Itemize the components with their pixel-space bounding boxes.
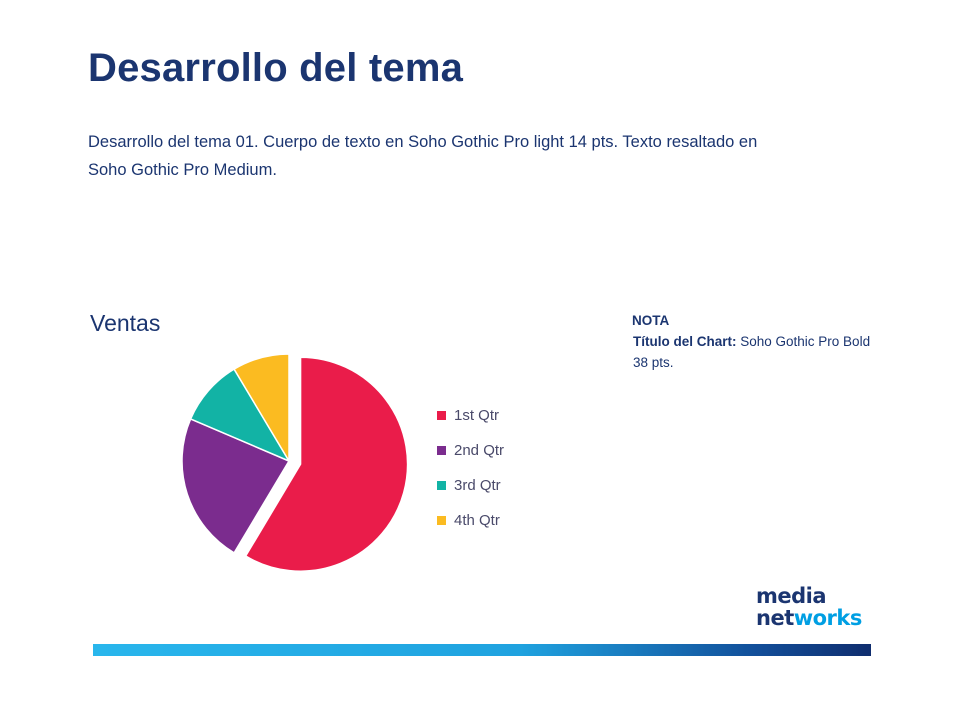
legend-swatch-2nd-qtr: [437, 446, 446, 455]
logo-line-networks: networks: [756, 607, 862, 629]
legend-swatch-1st-qtr: [437, 411, 446, 420]
pie-slice-1st-qtr: [244, 356, 409, 572]
slide-title: Desarrollo del tema: [88, 46, 464, 90]
body-text-line-1: Desarrollo del tema 01. Cuerpo de texto …: [88, 133, 758, 151]
legend-item-2nd-qtr: 2nd Qtr: [437, 433, 504, 468]
legend-item-1st-qtr: 1st Qtr: [437, 398, 504, 433]
legend-label-2nd-qtr: 2nd Qtr: [454, 442, 505, 459]
legend-label-3rd-qtr: 3rd Qtr: [454, 477, 501, 494]
legend-label-1st-qtr: 1st Qtr: [454, 407, 500, 424]
note-heading: NOTA: [632, 313, 670, 328]
note-key: Título del Chart:: [633, 334, 737, 349]
logo-net: net: [756, 606, 794, 630]
legend-swatch-4th-qtr: [437, 516, 446, 525]
note-text: Soho Gothic Pro Bold 38 pts.: [633, 334, 871, 370]
media-networks-logo: media networks: [756, 585, 862, 629]
legend-swatch-3rd-qtr: [437, 481, 446, 490]
note-box: NOTA Título del Chart: Soho Gothic Pro B…: [632, 310, 873, 373]
legend-item-4th-qtr: 4th Qtr: [437, 503, 504, 538]
pie-slice-4th-qtr: [233, 353, 290, 464]
pie-slice-2nd-qtr: [181, 417, 291, 554]
legend-item-3rd-qtr: 3rd Qtr: [437, 468, 504, 503]
body-text-line-2: Soho Gothic Pro Medium.: [88, 161, 277, 179]
logo-line-media: media: [756, 584, 827, 608]
chart-legend: 1st Qtr 2nd Qtr 3rd Qtr 4th Qtr: [437, 398, 504, 538]
logo-works: works: [793, 606, 863, 630]
footer-gradient-bar: [93, 644, 871, 656]
body-text: Desarrollo del tema 01. Cuerpo de texto …: [88, 128, 868, 184]
legend-label-4th-qtr: 4th Qtr: [454, 512, 500, 529]
chart-title: Ventas: [90, 310, 161, 336]
